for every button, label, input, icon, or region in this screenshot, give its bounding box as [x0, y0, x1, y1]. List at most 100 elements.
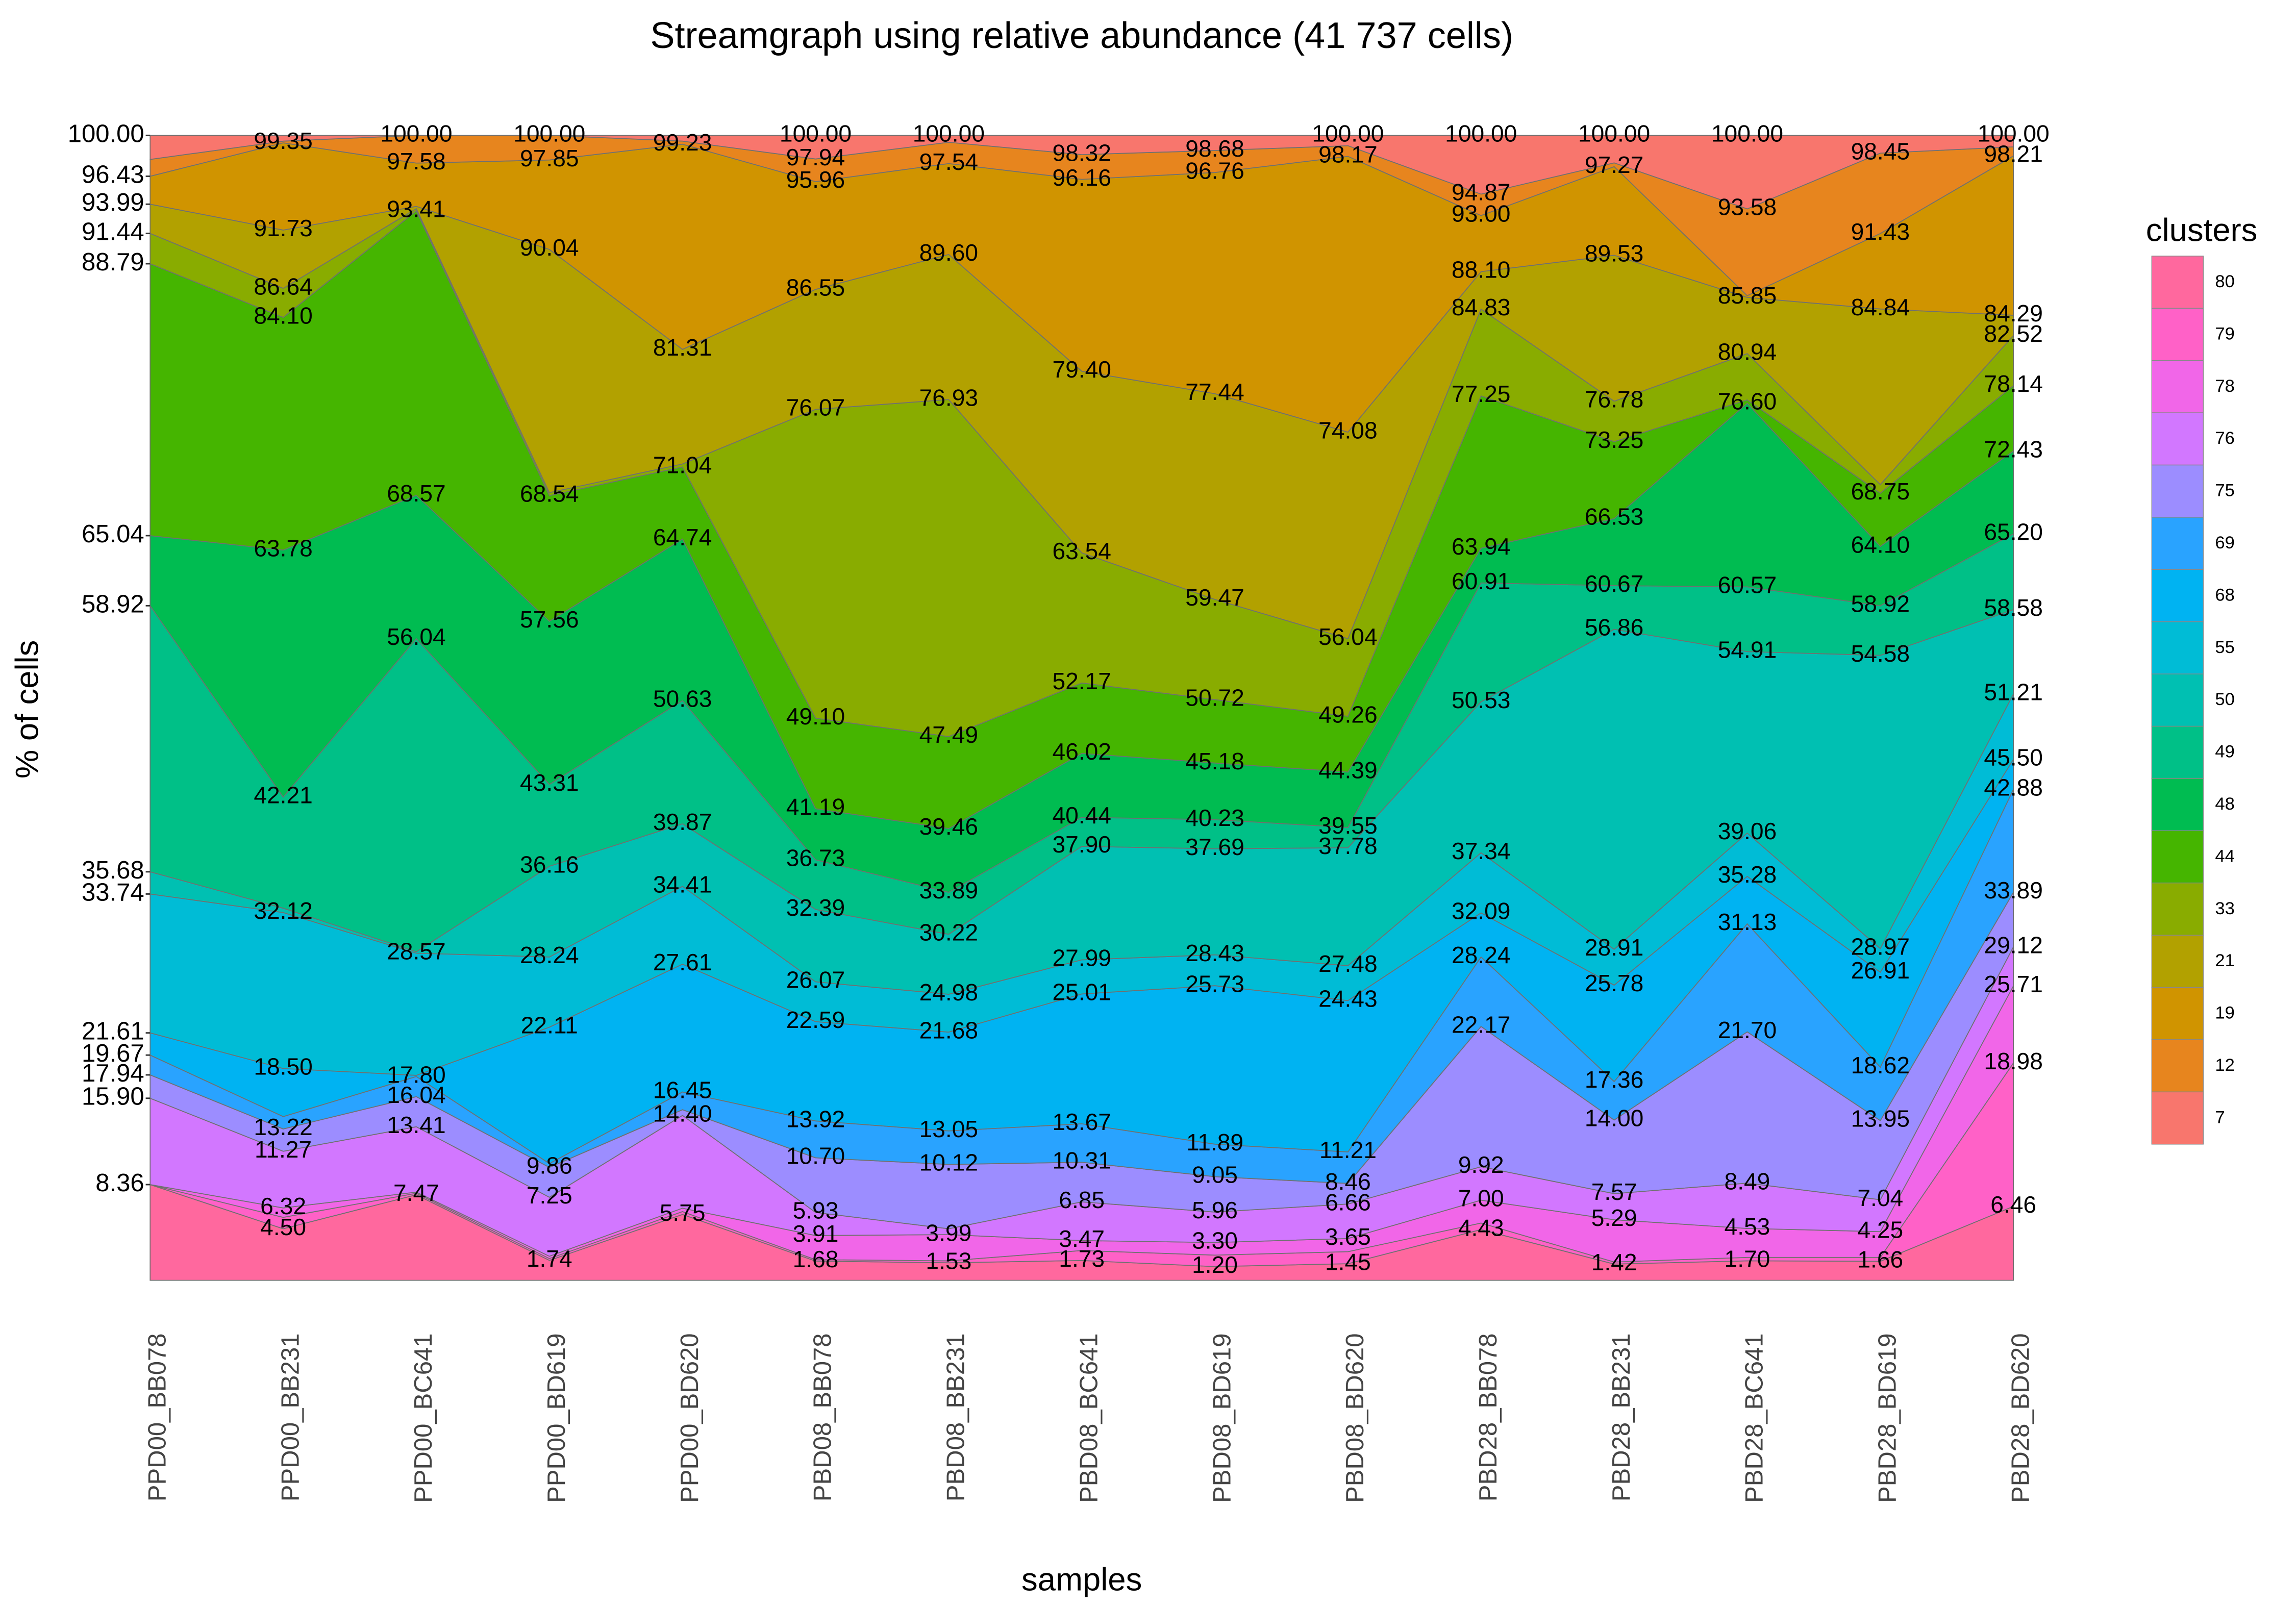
value-label: 98.32: [1052, 139, 1111, 166]
value-label: 49.26: [1318, 701, 1377, 727]
value-label: 13.41: [387, 1112, 445, 1138]
value-label: 60.91: [1452, 568, 1510, 594]
value-label: 28.24: [1452, 942, 1510, 968]
value-label: 32.39: [786, 894, 845, 921]
value-label: 54.58: [1851, 640, 1910, 667]
y-tick-label: 35.68: [82, 857, 144, 884]
value-label: 97.94: [786, 144, 845, 170]
value-label: 39.55: [1318, 812, 1377, 839]
value-label: 1.68: [793, 1246, 839, 1272]
y-tick-label: 8.36: [95, 1169, 144, 1197]
value-label: 27.48: [1318, 950, 1377, 977]
value-label: 27.99: [1052, 945, 1111, 971]
legend-key: [2151, 308, 2204, 361]
value-label: 56.86: [1585, 614, 1643, 641]
value-label: 88.10: [1452, 257, 1510, 283]
x-tick-label: PBD08_BD620: [1341, 1333, 1369, 1502]
value-label: 27.61: [653, 949, 712, 975]
value-label: 84.29: [1984, 300, 2042, 327]
value-label: 98.68: [1185, 135, 1244, 162]
x-tick-label: PBD28_BD620: [2007, 1333, 2034, 1502]
legend-label: 78: [2215, 376, 2235, 396]
value-label: 97.54: [919, 148, 978, 175]
value-label: 74.08: [1318, 417, 1377, 443]
value-label: 58.58: [1984, 594, 2042, 621]
y-tick-label: 15.90: [82, 1083, 144, 1111]
band: [149, 135, 2014, 210]
value-label: 45.50: [1984, 744, 2042, 771]
legend-key: [2151, 778, 2204, 832]
value-label: 52.17: [1052, 668, 1111, 694]
value-label: 25.78: [1585, 970, 1643, 996]
value-label: 32.09: [1452, 898, 1510, 924]
value-label: 30.22: [919, 919, 978, 946]
value-label: 13.05: [919, 1116, 978, 1142]
value-label: 5.93: [793, 1197, 839, 1224]
value-label: 63.78: [254, 535, 312, 561]
value-label: 76.60: [1718, 388, 1777, 415]
x-tick-label: PBD28_BD619: [1874, 1333, 1902, 1502]
value-label: 10.70: [786, 1143, 845, 1169]
value-label: 22.17: [1452, 1011, 1510, 1038]
value-label: 98.17: [1318, 141, 1377, 168]
legend-label: 79: [2215, 324, 2235, 343]
x-tick-label: PBD08_BB078: [809, 1333, 837, 1501]
value-label: 99.23: [653, 129, 712, 156]
value-label: 98.21: [1984, 141, 2042, 167]
value-label: 99.35: [254, 128, 312, 154]
legend-key: [2151, 464, 2204, 518]
labels: 4.50 7.47 1.74 5.75 1.68 1.53 1.73 1.20 1.45 4.43…: [254, 120, 2049, 1278]
value-label: 24.98: [919, 979, 978, 1006]
value-label: 80.94: [1718, 338, 1777, 365]
value-label: 10.31: [1052, 1147, 1111, 1173]
legend-label: 33: [2215, 899, 2235, 918]
value-label: 1.45: [1325, 1248, 1371, 1275]
value-label: 6.46: [1990, 1191, 2036, 1218]
legend-label: 80: [2215, 272, 2235, 291]
value-label: 64.74: [653, 524, 712, 550]
legend-key: [2151, 256, 2204, 309]
value-label: 42.21: [254, 782, 312, 809]
value-label: 28.57: [387, 938, 445, 965]
value-label: 63.54: [1052, 538, 1111, 564]
value-label: 95.96: [786, 166, 845, 193]
value-label: 32.12: [254, 897, 312, 924]
value-label: 41.19: [786, 793, 845, 820]
value-label: 68.75: [1851, 478, 1910, 505]
value-label: 31.13: [1718, 909, 1777, 935]
value-label: 72.43: [1984, 436, 2042, 462]
value-label: 86.55: [786, 274, 845, 300]
legend-label: 50: [2215, 690, 2235, 709]
value-label: 82.52: [1984, 320, 2042, 347]
value-label: 97.85: [520, 145, 579, 171]
value-label: 100.00: [1711, 120, 1783, 147]
y-tick-label: 93.99: [82, 189, 144, 216]
legend-key: [2151, 987, 2204, 1040]
value-label: 100.00: [1445, 120, 1517, 147]
legend-key: [2151, 621, 2204, 674]
value-label: 9.92: [1458, 1151, 1504, 1178]
value-label: 76.07: [786, 394, 845, 421]
value-label: 65.20: [1984, 519, 2042, 545]
legend-key: [2151, 412, 2204, 466]
x-tick-label: PPD00_BB231: [277, 1333, 304, 1501]
x-tick-label: PPD00_BD620: [676, 1333, 704, 1502]
value-label: 76.93: [919, 384, 978, 411]
legend-key: [2151, 883, 2204, 936]
value-label: 84.10: [254, 302, 312, 329]
value-label: 54.91: [1718, 636, 1777, 663]
value-label: 100.00: [913, 120, 985, 147]
value-label: 91.43: [1851, 218, 1910, 245]
value-label: 33.89: [1984, 877, 2042, 903]
value-label: 25.73: [1185, 970, 1244, 997]
value-label: 97.58: [387, 148, 445, 174]
value-label: 1.66: [1857, 1246, 1903, 1273]
value-label: 18.98: [1984, 1048, 2042, 1074]
value-label: 85.85: [1718, 282, 1777, 309]
y-tick-label: 58.92: [82, 590, 144, 618]
value-label: 56.04: [1318, 623, 1377, 650]
value-label: 47.49: [919, 721, 978, 748]
value-label: 68.57: [387, 480, 445, 507]
value-label: 18.50: [254, 1053, 312, 1080]
legend-key: [2151, 725, 2204, 779]
